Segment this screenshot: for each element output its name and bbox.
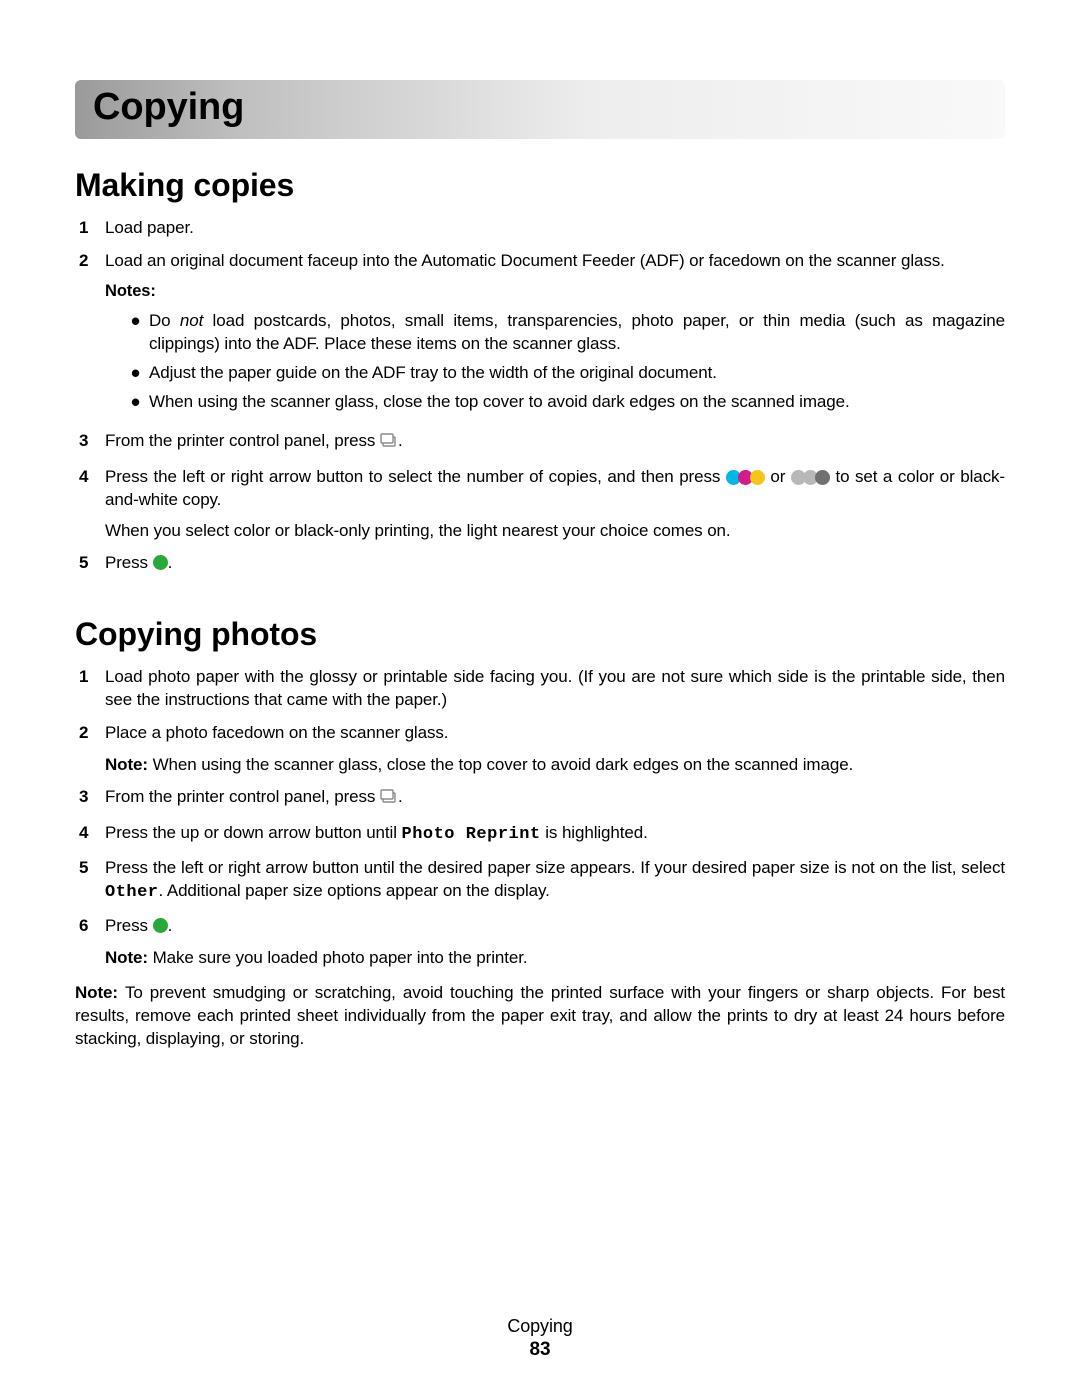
bw-dots-icon xyxy=(791,470,830,485)
page-footer: Copying 83 xyxy=(0,1316,1080,1361)
start-button-icon xyxy=(153,918,168,933)
making-copies-steps-end: Press . xyxy=(75,547,1005,580)
cp-step-1: Load photo paper with the glossy or prin… xyxy=(75,661,1005,717)
color-dots-icon xyxy=(726,470,765,485)
note-bullet-1: Do not load postcards, photos, small ite… xyxy=(131,307,1005,359)
step-1: Load paper. xyxy=(75,212,1005,245)
start-button-icon xyxy=(153,555,168,570)
section-making-copies-title: Making copies xyxy=(75,167,1005,204)
notes-heading: Notes: xyxy=(75,278,1005,305)
footer-label: Copying xyxy=(0,1316,1080,1337)
cp-step-4: Press the up or down arrow button until … xyxy=(75,817,1005,852)
section-copying-photos-title: Copying photos xyxy=(75,616,1005,653)
chapter-title: Copying xyxy=(75,80,1005,139)
step-2: Load an original document faceup into th… xyxy=(75,245,1005,278)
cp-step-6-note: Note: Make sure you loaded photo paper i… xyxy=(75,943,1005,974)
notes-list: Do not load postcards, photos, small ite… xyxy=(75,307,1005,417)
cp-step-2: Place a photo facedown on the scanner gl… xyxy=(75,717,1005,750)
step-5: Press . xyxy=(75,547,1005,580)
cp-step-6: Press . xyxy=(75,910,1005,943)
copy-button-icon xyxy=(380,789,398,812)
copying-photos-steps-2: From the printer control panel, press . … xyxy=(75,781,1005,943)
making-copies-steps: Load paper. Load an original document fa… xyxy=(75,212,1005,278)
making-copies-steps-cont: From the printer control panel, press . … xyxy=(75,425,1005,517)
copy-button-icon xyxy=(380,433,398,456)
copying-photos-steps: Load photo paper with the glossy or prin… xyxy=(75,661,1005,750)
footer-page-number: 83 xyxy=(0,1339,1080,1361)
final-note: Note: To prevent smudging or scratching,… xyxy=(75,982,1005,1051)
cp-step-2-note: Note: When using the scanner glass, clos… xyxy=(75,750,1005,781)
step-4-sub: When you select color or black-only prin… xyxy=(75,516,1005,547)
step-3: From the printer control panel, press . xyxy=(75,425,1005,461)
cp-step-5: Press the left or right arrow button unt… xyxy=(75,852,1005,910)
step-4: Press the left or right arrow button to … xyxy=(75,461,1005,517)
note-bullet-3: When using the scanner glass, close the … xyxy=(131,388,1005,417)
note-bullet-2: Adjust the paper guide on the ADF tray t… xyxy=(131,359,1005,388)
cp-step-3: From the printer control panel, press . xyxy=(75,781,1005,817)
